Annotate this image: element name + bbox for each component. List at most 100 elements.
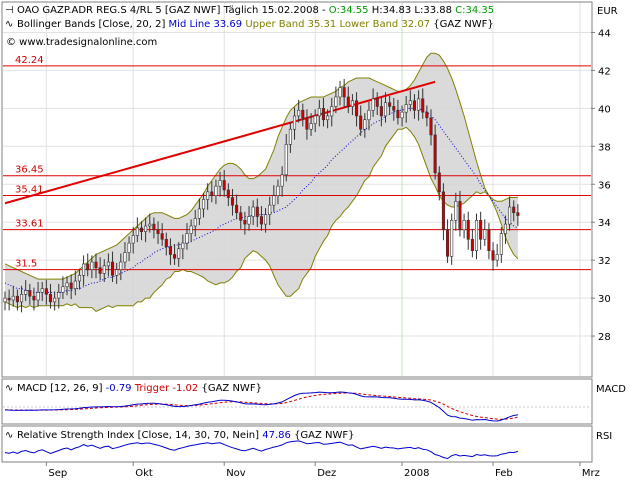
candle (268, 196, 272, 226)
candle-body (82, 263, 86, 276)
rsi-tag: {GAZ NWF} (294, 430, 354, 441)
candle (53, 291, 57, 311)
candle (98, 257, 102, 281)
candle (102, 259, 106, 282)
candle (408, 90, 412, 112)
x-tick-label: 2008 (404, 468, 429, 479)
rsi-legend-text: Relative Strength Index [Close, 14, 30, … (17, 430, 355, 441)
candle (371, 88, 375, 117)
y-tick-label: 32 (598, 256, 611, 267)
candle (334, 86, 338, 114)
candle (441, 183, 445, 241)
candle (73, 270, 77, 296)
x-tick-label: Feb (495, 468, 513, 479)
candle-body (57, 292, 61, 299)
candle-body (367, 109, 371, 121)
x-tick-label: Nov (226, 468, 246, 479)
candle-body (36, 292, 40, 301)
candle (86, 253, 90, 277)
candle (346, 86, 350, 114)
candle-body (330, 106, 334, 117)
candle (139, 221, 144, 241)
candle (305, 109, 309, 140)
candle (11, 285, 15, 307)
rsi-line (4, 440, 519, 460)
candle (135, 217, 139, 243)
candle-body (73, 280, 77, 289)
candle-body (375, 98, 379, 107)
candle-body (86, 263, 90, 270)
macd-legend: ∿ MACD [12, 26, 9] -0.79 Trigger -1.02 {… (5, 383, 626, 395)
macd-value: -0.79 (106, 383, 132, 394)
candle-body (110, 261, 115, 276)
y-tick-label: 42 (598, 66, 611, 77)
candle-body (247, 216, 251, 225)
candle (247, 206, 251, 231)
candle (44, 280, 48, 305)
candle-body (206, 191, 210, 200)
candle-body (433, 134, 437, 174)
header-close: C:34.35 (455, 5, 494, 16)
candle-body (40, 288, 44, 293)
candle-body (305, 117, 309, 130)
candle (90, 255, 94, 279)
candle-body (65, 282, 69, 288)
header-legend: ⊣ OAO GAZP.ADR REG.S 4/RL 5 [GAZ NWF] Tä… (5, 5, 494, 48)
candle-body (474, 220, 479, 251)
candle (173, 244, 177, 265)
candle-body (499, 233, 503, 255)
candle-body (218, 180, 222, 187)
candle-body (280, 174, 284, 187)
candle-body (251, 206, 255, 217)
candle-body (264, 214, 268, 225)
candle (491, 242, 495, 271)
candle-body (160, 233, 164, 240)
candle (359, 105, 363, 136)
candle-body (317, 108, 321, 117)
candle (321, 97, 326, 127)
candle (206, 183, 210, 210)
candle-body (44, 288, 48, 295)
candle-icon: ⊣ (5, 5, 14, 16)
y-tick-label: 36 (598, 180, 611, 191)
candle (185, 223, 189, 250)
candle-body (197, 208, 201, 219)
candle (466, 211, 470, 250)
candle-body (230, 197, 235, 206)
candle-body (152, 223, 156, 231)
candle (454, 192, 458, 231)
candle (148, 213, 152, 233)
candle-body (512, 206, 516, 214)
y-tick-label: 38 (598, 142, 611, 153)
candle (201, 192, 206, 218)
candle-body (326, 115, 330, 121)
candle-body (20, 294, 24, 303)
candle (503, 215, 507, 245)
y-tick-label: 28 (598, 332, 611, 343)
candle (516, 204, 520, 226)
candle (462, 213, 466, 239)
candle-body (346, 96, 350, 107)
candle-body (7, 297, 11, 301)
candle-body (77, 275, 81, 282)
candle-body (437, 172, 441, 193)
candle (470, 228, 474, 258)
candle-body (400, 111, 404, 119)
candle-body (429, 117, 433, 136)
candle (255, 198, 259, 227)
candle (218, 171, 222, 197)
price-grid (3, 3, 591, 376)
candle-body (276, 185, 280, 196)
macd-legend-text: MACD [12, 26, 9] -0.79 Trigger -1.02 {GA… (17, 383, 262, 394)
time-axis: Sep Okt Nov Dez 2008 Feb Mrz (45, 462, 600, 479)
candle (115, 263, 119, 284)
candle-body (284, 144, 288, 176)
candle-body (164, 238, 168, 248)
candle-body (359, 115, 363, 130)
candle-body (491, 250, 495, 261)
candle (264, 207, 268, 233)
candle (144, 217, 148, 243)
y-tick-label: 34 (598, 218, 611, 229)
currency-label: EUR (597, 6, 618, 17)
